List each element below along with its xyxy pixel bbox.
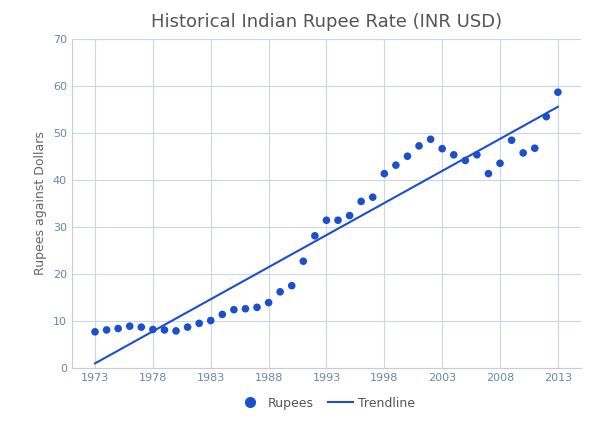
- Point: [322, 217, 331, 224]
- Point: [518, 149, 528, 156]
- Title: Historical Indian Rupee Rate (INR USD): Historical Indian Rupee Rate (INR USD): [151, 13, 502, 31]
- Legend: Rupees, Trendline: Rupees, Trendline: [232, 392, 420, 415]
- Point: [380, 170, 389, 177]
- Point: [472, 152, 482, 158]
- Point: [137, 324, 146, 330]
- Y-axis label: Rupees against Dollars: Rupees against Dollars: [34, 131, 47, 275]
- Point: [90, 328, 100, 335]
- Point: [507, 137, 516, 144]
- Point: [415, 143, 424, 149]
- Point: [217, 311, 227, 318]
- Point: [241, 305, 250, 312]
- Point: [102, 327, 111, 333]
- Point: [298, 258, 308, 265]
- Point: [426, 136, 435, 143]
- Point: [229, 306, 238, 313]
- Point: [183, 324, 192, 330]
- Point: [252, 304, 262, 311]
- Point: [113, 325, 123, 332]
- Point: [125, 323, 135, 330]
- Point: [495, 160, 505, 166]
- Point: [276, 288, 285, 295]
- Point: [530, 145, 540, 152]
- Point: [391, 162, 401, 169]
- Point: [171, 327, 181, 334]
- Point: [356, 198, 366, 205]
- Point: [345, 212, 355, 219]
- Point: [449, 152, 459, 158]
- Point: [483, 170, 493, 177]
- Point: [310, 232, 320, 239]
- Point: [206, 317, 216, 324]
- Point: [403, 153, 412, 160]
- Point: [160, 327, 170, 333]
- Point: [461, 157, 470, 164]
- Point: [148, 326, 158, 333]
- Point: [437, 145, 447, 152]
- Point: [553, 89, 562, 95]
- Point: [541, 113, 551, 120]
- Point: [195, 320, 204, 327]
- Point: [264, 299, 273, 306]
- Point: [287, 282, 297, 289]
- Point: [333, 217, 343, 224]
- Point: [368, 194, 377, 201]
